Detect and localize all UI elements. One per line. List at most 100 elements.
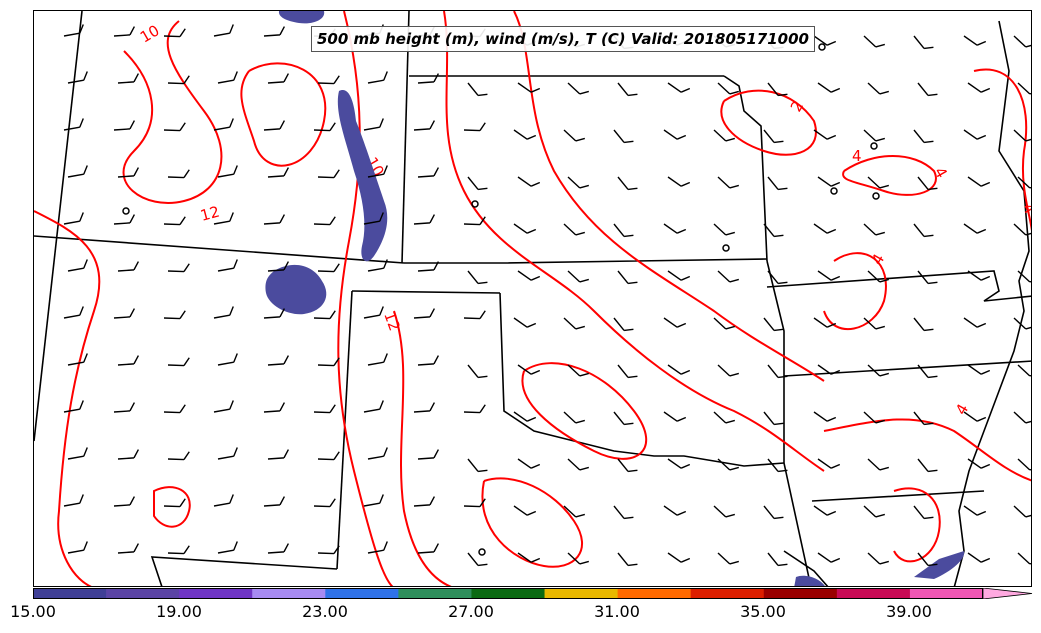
shaded-area-south — [794, 575, 825, 586]
station-markers — [122, 43, 880, 556]
wind-barb — [263, 308, 286, 319]
wind-barb — [317, 451, 340, 461]
wind-barb — [967, 364, 991, 375]
boundary-la-north — [783, 360, 1031, 377]
wind-barb — [63, 118, 84, 131]
wind-barb — [567, 270, 589, 283]
wind-barb — [463, 498, 486, 508]
wind-barb — [913, 505, 934, 520]
wind-barb — [567, 82, 589, 95]
wind-barb — [817, 552, 841, 563]
wind-barb — [963, 129, 987, 140]
wind-barb — [813, 223, 837, 234]
wind-barb — [963, 317, 987, 328]
wind-barb — [413, 308, 436, 319]
wind-barb — [517, 176, 541, 187]
wind-barb — [213, 400, 234, 413]
wind-barb — [367, 447, 388, 460]
boundary-west-vertical — [34, 11, 83, 442]
contour-west-12 — [34, 210, 101, 586]
wind-barb — [317, 75, 340, 85]
colorbar-bin — [544, 588, 619, 599]
wind-barb — [413, 496, 436, 507]
wind-barb — [963, 411, 987, 422]
wind-barb — [813, 411, 837, 422]
wind-barb — [213, 306, 234, 319]
wind-barb — [867, 82, 889, 95]
wind-barb — [667, 364, 691, 375]
wind-barb — [367, 541, 388, 554]
colorbar-tick-label: 19.00 — [156, 602, 202, 621]
wind-barb — [567, 176, 589, 189]
wind-barb — [467, 270, 488, 285]
colorbar-bin — [252, 588, 326, 599]
colorbar-bin — [106, 588, 180, 599]
wind-barb — [267, 261, 290, 272]
wind-barb — [1017, 364, 1031, 377]
wind-barb — [517, 458, 541, 469]
wind-barb — [613, 129, 634, 144]
colorbar-tick-label: 39.00 — [886, 602, 932, 621]
wind-barb — [763, 411, 784, 426]
wind-barb — [1013, 129, 1031, 142]
wind-barb — [117, 167, 140, 178]
wind-barb — [467, 552, 488, 567]
wind-barb — [917, 82, 938, 97]
wind-barb — [1013, 505, 1031, 518]
wind-barb — [763, 129, 784, 144]
wind-barb — [63, 212, 84, 225]
wind-barb — [917, 458, 938, 473]
wind-barb — [713, 223, 735, 236]
wind-barb — [467, 82, 488, 97]
wind-barb — [213, 118, 234, 131]
wind-barb — [717, 176, 739, 189]
wind-barb — [817, 82, 841, 93]
temperature-contours — [34, 11, 1031, 586]
wind-barb — [967, 458, 991, 469]
colorbar-outline — [33, 588, 983, 599]
contour-east-2 — [720, 89, 817, 156]
contour-label: 4 — [868, 251, 888, 268]
wind-barb — [313, 216, 336, 226]
wind-barb — [967, 270, 991, 281]
boundary-ar-north — [766, 270, 1031, 302]
station-circle — [478, 548, 486, 556]
wind-barb — [263, 120, 286, 131]
wind-barb — [113, 26, 136, 37]
map-panel: 10 12 10 12 2 4 4 4 4 4 — [33, 10, 1032, 587]
wind-barb — [417, 543, 440, 554]
wind-barb — [813, 505, 837, 516]
wind-barb — [263, 26, 286, 37]
boundary-ar-south — [811, 490, 985, 502]
wind-barb — [117, 73, 140, 84]
wind-barb — [317, 263, 340, 273]
wind-barb — [117, 449, 140, 460]
colorbar-bin — [33, 588, 107, 599]
colorbar-bin — [763, 588, 838, 599]
boundary-co-east — [401, 11, 410, 264]
wind-barb — [117, 355, 140, 366]
shaded-area-rockies — [337, 90, 388, 262]
wind-barb — [517, 270, 541, 281]
wind-barb — [163, 498, 186, 508]
wind-barb — [167, 75, 190, 85]
wind-barb — [667, 176, 691, 187]
contour-label: 4 — [931, 164, 951, 181]
wind-barb — [913, 35, 934, 50]
wind-barb — [67, 71, 88, 84]
wind-barb — [417, 449, 440, 460]
wind-barb — [863, 35, 885, 48]
wind-barb — [417, 261, 440, 272]
wind-barb — [917, 552, 938, 567]
wind-barb — [517, 552, 541, 563]
wind-barb — [663, 223, 687, 234]
wind-barb — [363, 494, 384, 507]
wind-barb — [413, 214, 436, 225]
boundary-nm-north — [351, 290, 501, 294]
wind-barb — [813, 129, 837, 140]
wind-barb — [367, 259, 388, 272]
colorbar-tick-label: 35.00 — [740, 602, 786, 621]
wind-barb — [213, 494, 234, 507]
contour-south-center — [481, 477, 584, 568]
wind-barb — [163, 216, 186, 226]
